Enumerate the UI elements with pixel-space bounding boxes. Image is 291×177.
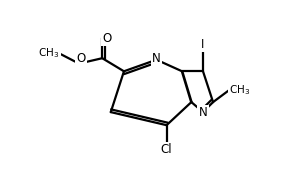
Text: CH$_3$: CH$_3$	[228, 84, 250, 98]
Text: CH$_3$: CH$_3$	[38, 47, 60, 61]
Text: O: O	[76, 52, 85, 65]
Text: N: N	[199, 106, 207, 119]
Text: O: O	[102, 32, 111, 45]
Text: I: I	[201, 38, 205, 51]
Text: N: N	[152, 52, 161, 65]
Text: Cl: Cl	[161, 143, 172, 156]
